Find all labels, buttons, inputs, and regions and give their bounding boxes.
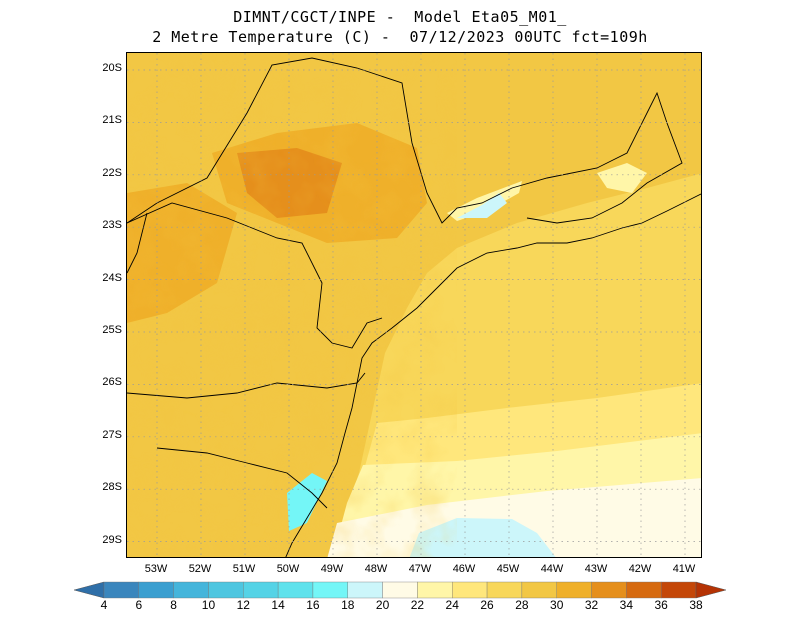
east-highland-cool [597,163,647,193]
colorbar-box [626,581,662,599]
lat-label: 23S [102,219,122,232]
colorbar-tick-label: 38 [689,598,703,612]
colorbar-tick-label: 28 [515,598,529,612]
lat-label: 24S [102,271,122,284]
border-ms [127,212,148,274]
colorbar-low-arrow [73,581,105,599]
colorbar-box [660,581,697,599]
border-sp-mg-rj [127,57,683,224]
colorbar-box [347,581,383,599]
colorbar-tick-label: 12 [236,598,250,612]
lat-label: 25S [102,324,122,336]
coastline [285,193,701,557]
lon-label: 50W [276,563,300,575]
colorbar-box [173,581,209,599]
lon-label: 51W [232,563,256,575]
colorbar-box [312,581,348,599]
lon-label: 43W [584,563,608,575]
lagoon-cool [287,473,327,531]
map-title-line1: DIMNT/CGCT/INPE - Model Eta05_M01_ [233,8,567,26]
map-grid [127,53,701,557]
lon-label: 42W [628,563,652,575]
colorbar-box [521,581,557,599]
land-texture [127,53,457,557]
colorbar-tick-label: 20 [375,598,390,612]
colorbar-tick-label: 6 [135,598,143,612]
colorbar-tick-label: 30 [550,598,564,612]
lat-label: 21S [102,114,122,127]
colorbar-tick-label: 24 [445,598,459,612]
lon-label: 53W [144,563,168,575]
colorbar-box [486,581,523,599]
border-rs [156,447,328,509]
lon-label: 46W [452,563,476,575]
colorbar-tick-label: 32 [584,598,599,612]
colorbar-tick-label: 10 [201,598,216,612]
colorbar-tick-label: 16 [306,598,320,612]
lat-label: 29S [102,533,122,546]
lon-label: 49W [320,563,344,575]
lon-label: 45W [496,563,520,575]
lat-label: 22S [102,166,122,179]
lon-label: 44W [540,563,564,575]
temperature-map [126,52,702,558]
colorbar-tick-label: 36 [654,598,668,612]
lon-label: 48W [364,563,388,575]
lon-label: 47W [408,563,432,575]
serra-mantiqueira-cool [447,181,522,221]
borders [127,57,701,557]
colorbar-tick-label: 18 [341,598,355,612]
colorbar-box [243,581,279,599]
colorbar-tick-label: 14 [271,598,285,612]
map-canvas [127,53,701,557]
highland-cool [457,193,507,218]
colorbar-box [417,581,453,599]
colorbar-tick-label: 22 [410,598,425,612]
colorbar-high-arrow [695,581,727,599]
colorbar-tick-label: 26 [480,598,494,612]
lon-label: 41W [672,563,696,575]
colorbar-box [591,581,627,599]
colorbar-box [452,581,488,599]
border-pr [127,202,383,349]
colorbar-tick-label: 4 [100,598,108,612]
colorbar-box [277,581,314,599]
colorbar-box [382,581,418,599]
lat-label: 20S [102,62,122,74]
colorbar-tick-label: 34 [619,598,634,612]
lat-label: 27S [102,428,122,441]
colorbar-box [556,581,592,599]
colorbar-box [103,581,140,599]
map-title-line2: 2 Metre Temperature (C) - 07/12/2023 00U… [152,28,648,46]
colorbar-box [138,581,174,599]
lat-label: 28S [102,481,122,494]
colorbar-tick-label: 8 [170,598,177,612]
colorbar-box [208,581,244,599]
lon-label: 52W [188,563,212,575]
lat-label: 26S [102,376,122,389]
